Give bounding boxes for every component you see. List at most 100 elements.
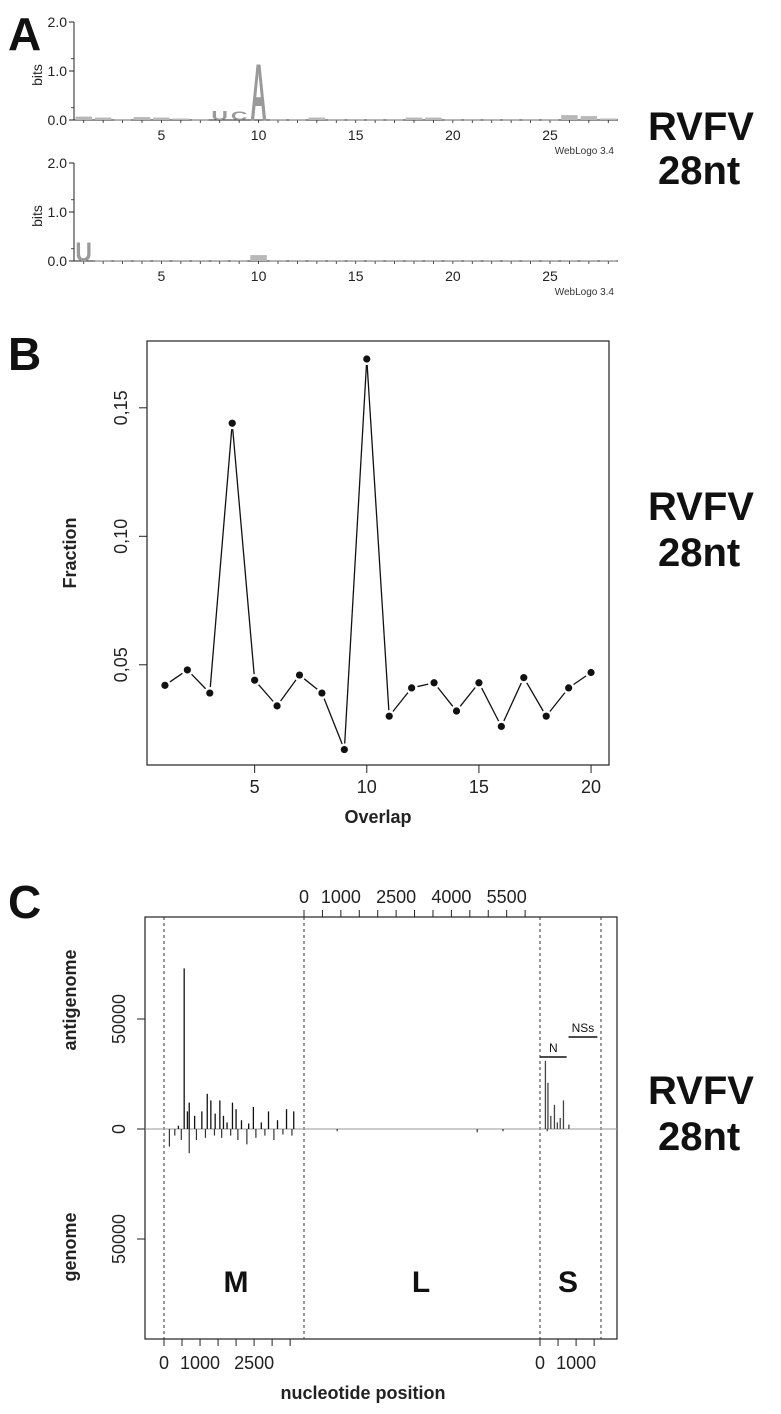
- logo-x-tick-label: 10: [251, 268, 267, 284]
- series-line-segment: [573, 675, 587, 686]
- series-line-segment: [437, 687, 454, 707]
- logo-letter-stack: [502, 119, 520, 121]
- logo-letter-stack: [425, 117, 442, 120]
- panel-b-side-label-line2: 28nt: [658, 531, 740, 575]
- logo-letter-stack: [541, 260, 559, 262]
- logo-letter-stack: [328, 260, 345, 262]
- data-point: [161, 681, 169, 689]
- logo-letter-stack: A: [250, 48, 267, 138]
- logo-x-tick-label: 25: [542, 268, 558, 284]
- logo-letter-stack: C: [231, 110, 248, 123]
- logo-letter-stack: [347, 260, 364, 262]
- data-point: [251, 676, 259, 684]
- y-tick-label: 50000: [109, 994, 129, 1044]
- x-tick-label: 15: [469, 777, 489, 797]
- panel-letter-c: C: [8, 876, 41, 928]
- series-line-segment: [459, 687, 476, 707]
- data-point: [206, 689, 214, 697]
- logo-letter-stack: [366, 119, 384, 121]
- logo-letter-stack: [289, 260, 306, 262]
- data-point: [520, 674, 528, 682]
- logo-letter-stack: [153, 117, 170, 120]
- logo-letter-stack: [250, 255, 267, 261]
- bottom-axis-tick-label-s: 1000: [556, 1353, 596, 1373]
- y-tick-label: 0,05: [111, 647, 131, 682]
- logo-letter-stack: [600, 260, 617, 262]
- data-point: [430, 679, 438, 687]
- bottom-axis-tick-label-m: 2500: [234, 1353, 274, 1373]
- sequence-logo-bottom: 0.0 1.0 2.0 bits 5 10 15 20 25 WebLogo 3.4 U: [29, 155, 618, 298]
- logo-letter-stack: [308, 117, 326, 120]
- weblogo-label: WebLogo 3.4: [555, 287, 615, 298]
- logo-letter-stack: [483, 260, 500, 262]
- logo-y-axis-title: bits: [29, 64, 45, 86]
- series-line-segment: [191, 673, 207, 690]
- top-axis-tick-label: 1000: [321, 887, 361, 907]
- series-line-segment: [481, 687, 500, 722]
- logo-letter-stack: [405, 260, 423, 262]
- segment-label-s: S: [558, 1266, 578, 1299]
- data-point: [363, 355, 371, 363]
- plot-frame: [146, 340, 610, 766]
- logo-letter-stack: [561, 260, 578, 262]
- y-tick-label: 0: [109, 1124, 129, 1134]
- segment-label-l: L: [412, 1266, 430, 1299]
- logo-letter-stack: [425, 260, 442, 262]
- data-point: [183, 666, 191, 674]
- series-line-segment: [344, 364, 368, 744]
- series-line-segment: [366, 364, 390, 711]
- logo-letter-stack: [464, 119, 481, 121]
- logo-letter-stack: [114, 119, 131, 121]
- data-point: [228, 419, 236, 427]
- data-point: [273, 702, 281, 710]
- logo-letter-stack: [133, 117, 151, 120]
- logo-letter-stack: [94, 117, 112, 120]
- y-tick-label: 50000: [109, 1214, 129, 1264]
- data-point: [475, 679, 483, 687]
- logo-letter-stack: U: [211, 108, 228, 123]
- logo-letter-stack: [114, 260, 131, 262]
- y-axis-title: Fraction: [60, 517, 80, 588]
- logo-x-tick-label: 10: [251, 127, 267, 143]
- logo-letter-stack: [192, 119, 209, 121]
- data-point: [318, 689, 326, 697]
- logo-letter-stack: [366, 260, 384, 262]
- series-line-segment: [209, 429, 233, 688]
- series-line-segment: [169, 672, 183, 683]
- logo-x-tick-label: 20: [445, 268, 461, 284]
- data-point: [408, 684, 416, 692]
- panel-a-side-label-line2: 28nt: [658, 149, 740, 193]
- logo-letter-stack: [192, 260, 209, 262]
- overlap-fraction-line-chart: 5 10 15 20 0,05 0,10 0,15 Overlap Fraction: [60, 340, 610, 827]
- logo-letter-stack: [444, 260, 462, 262]
- logo-letter-stack: [600, 118, 617, 120]
- plot-frame: [144, 916, 618, 1340]
- y-tick-label: 0,15: [111, 390, 131, 425]
- logo-letter-stack: [172, 260, 190, 262]
- logo-letter-stack: [289, 119, 306, 121]
- segment-label-m: M: [224, 1266, 249, 1299]
- logo-x-tick-label: 25: [542, 127, 558, 143]
- data-point: [452, 707, 461, 715]
- y-axis-title-antigenome: antigenome: [60, 949, 80, 1050]
- series-line-segment: [549, 692, 566, 712]
- y-tick-label: 0,10: [111, 519, 131, 554]
- x-axis-title: Overlap: [344, 807, 411, 827]
- logo-letter-stack: [211, 260, 228, 262]
- logo-letter-stack: [522, 119, 539, 121]
- series-line-segment: [526, 682, 544, 712]
- panel-c-side-label-line2: 28nt: [658, 1115, 740, 1159]
- logo-y-tick-label: 1.0: [48, 63, 68, 79]
- weblogo-label: WebLogo 3.4: [555, 146, 615, 157]
- sequence-logo-top: 0.0 1.0 2.0 bits 5 10 15 20 25 WebLogo 3.4 U C A: [29, 14, 618, 157]
- x-tick-label: 20: [581, 777, 601, 797]
- logo-letter-stack: [580, 116, 598, 120]
- data-point: [542, 712, 550, 720]
- logo-letter-stack: [386, 119, 403, 121]
- bottom-axis-tick-label-m: 0: [159, 1353, 169, 1373]
- logo-letter-stack: U: [75, 237, 92, 267]
- logo-letter-stack: [580, 260, 598, 262]
- logo-y-axis-title: bits: [29, 205, 45, 227]
- logo-letter-stack: [386, 260, 403, 262]
- panel-letter-a: A: [8, 8, 41, 60]
